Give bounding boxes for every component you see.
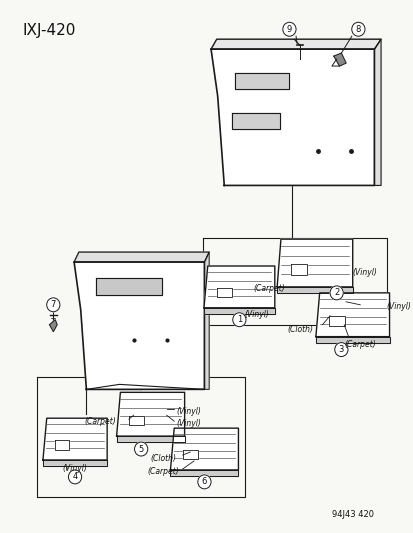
Polygon shape — [333, 53, 345, 66]
Text: (Vinyl): (Vinyl) — [386, 302, 411, 311]
Text: 5: 5 — [138, 445, 143, 454]
Text: (Carpet): (Carpet) — [147, 467, 178, 476]
Text: (Cloth): (Cloth) — [150, 454, 176, 463]
Polygon shape — [43, 460, 107, 466]
Polygon shape — [204, 266, 274, 308]
Circle shape — [351, 22, 364, 36]
Polygon shape — [50, 320, 57, 332]
Circle shape — [334, 343, 347, 357]
Polygon shape — [128, 416, 143, 425]
Polygon shape — [116, 392, 184, 436]
Circle shape — [232, 313, 245, 327]
Text: (Vinyl): (Vinyl) — [176, 407, 200, 416]
Text: 3: 3 — [338, 345, 343, 354]
Text: 6: 6 — [201, 478, 206, 487]
Polygon shape — [74, 262, 204, 389]
Text: 1: 1 — [236, 315, 242, 324]
Polygon shape — [170, 428, 238, 470]
Polygon shape — [116, 436, 184, 442]
Polygon shape — [315, 337, 389, 343]
Polygon shape — [231, 113, 279, 129]
Circle shape — [282, 22, 295, 36]
Polygon shape — [216, 288, 232, 297]
Polygon shape — [211, 39, 380, 49]
Polygon shape — [43, 418, 107, 460]
Text: 2: 2 — [333, 288, 339, 297]
Polygon shape — [373, 39, 380, 185]
Text: 4: 4 — [72, 472, 78, 481]
Text: (Carpet): (Carpet) — [252, 284, 284, 293]
Circle shape — [134, 442, 147, 456]
Polygon shape — [55, 440, 69, 449]
Polygon shape — [74, 252, 209, 262]
Circle shape — [68, 470, 81, 484]
Text: (Cloth): (Cloth) — [286, 325, 312, 334]
Polygon shape — [182, 450, 197, 459]
Text: (Vinyl): (Vinyl) — [352, 268, 377, 277]
Polygon shape — [204, 308, 274, 314]
Circle shape — [47, 298, 60, 312]
Polygon shape — [276, 239, 352, 287]
Text: (Carpet): (Carpet) — [344, 340, 375, 349]
Circle shape — [329, 286, 342, 300]
Text: IXJ-420: IXJ-420 — [22, 23, 75, 38]
Text: 7: 7 — [50, 300, 56, 309]
Text: 94J43 420: 94J43 420 — [332, 510, 373, 519]
Polygon shape — [95, 278, 161, 295]
Text: 9: 9 — [286, 25, 291, 34]
Polygon shape — [315, 293, 389, 337]
Text: (Carpet): (Carpet) — [85, 417, 116, 426]
Text: 8: 8 — [355, 25, 360, 34]
Polygon shape — [290, 264, 306, 275]
Polygon shape — [276, 287, 352, 293]
Text: (Vinyl): (Vinyl) — [176, 419, 200, 428]
Polygon shape — [211, 49, 373, 185]
Polygon shape — [234, 73, 289, 89]
Text: (Vinyl): (Vinyl) — [243, 310, 268, 319]
Polygon shape — [204, 252, 209, 389]
Polygon shape — [170, 470, 238, 476]
Text: (Vinyl): (Vinyl) — [62, 464, 87, 473]
Circle shape — [197, 475, 211, 489]
Polygon shape — [328, 316, 344, 326]
